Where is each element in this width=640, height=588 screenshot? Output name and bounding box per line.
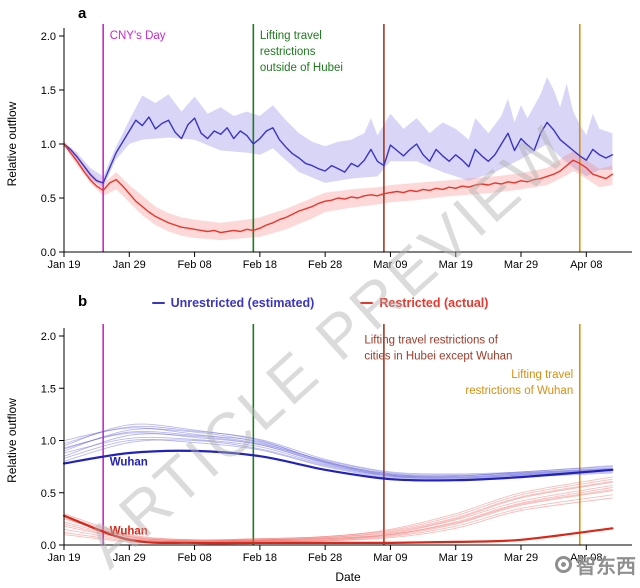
- series-line-Unrestricted (estimated): [63, 116, 614, 184]
- logo-ring-icon: [555, 556, 572, 573]
- y-axis-title: Relative outflow: [5, 101, 19, 186]
- panel-a-chart: 0.0 0.5 1.0 1.5 2.0 Jan 19 Jan 29 Feb 08 Feb 18 F…: [5, 5, 632, 271]
- data-series: [63, 116, 614, 234]
- zhidx-logo: 智东西: [555, 550, 636, 579]
- x-tick-label: Feb 08: [177, 259, 211, 271]
- series-line-city-restricted-5: [63, 478, 613, 541]
- chart-annotation: Lifting travel: [260, 30, 322, 42]
- chart-annotation: CNY's Day: [110, 30, 166, 42]
- legend-item-restricted: Restricted (actual): [360, 296, 488, 310]
- series-line-city-unrestricted-8: [63, 425, 613, 475]
- chart-annotation: outside of Hubei: [260, 62, 343, 74]
- y-tick-label: 0.0: [41, 247, 56, 259]
- legend-dash-restricted-icon: [360, 301, 374, 305]
- x-tick-label: Mar 19: [439, 259, 473, 271]
- band-Unrestricted (estimated): [64, 77, 613, 188]
- axes: 0.0 0.5 1.0 1.5 2.0 Jan 19 Jan 29 Feb 08 Feb 18 F…: [5, 5, 632, 271]
- series-line-city-restricted-3: [63, 487, 613, 543]
- series-line-city-unrestricted-1: [63, 423, 613, 477]
- y-tick-label: 2.0: [41, 31, 56, 43]
- series-line-city-restricted-6: [63, 484, 613, 542]
- data-series: [62, 423, 614, 545]
- x-tick-label: Feb 08: [177, 552, 211, 564]
- legend-label-unrestricted: Unrestricted (estimated): [170, 296, 315, 310]
- x-tick-label: Feb 18: [243, 552, 277, 564]
- series-line-city-restricted-2: [63, 481, 613, 542]
- chart-legend: Unrestricted (estimated) Restricted (act…: [0, 296, 640, 310]
- x-tick-label: Mar 19: [439, 552, 473, 564]
- chart-annotation: Lifting travel: [511, 369, 573, 381]
- x-tick-label: Feb 28: [308, 259, 342, 271]
- legend-item-unrestricted: Unrestricted (estimated): [151, 296, 315, 310]
- event-vlines: [102, 324, 581, 545]
- series-line-city-restricted-1: [63, 476, 613, 541]
- x-tick-label: Mar 29: [504, 552, 538, 564]
- annotations: Lifting travel restrictions of cities in …: [110, 334, 574, 537]
- y-tick-label: 1.0: [41, 139, 56, 151]
- series-line-Wuhan (restricted): [62, 514, 614, 545]
- series-line-city-restricted-9: [63, 480, 613, 542]
- series-line-city-unrestricted-10: [63, 432, 613, 478]
- y-tick-label: 0.5: [41, 193, 56, 205]
- annotations: CNY's Day Lifting travel restrictions outsi…: [110, 30, 343, 74]
- x-tick-label: Apr 08: [570, 259, 602, 271]
- logo-text: 智东西: [576, 556, 636, 578]
- event-vlines: [102, 24, 581, 252]
- band-Restricted (actual): [64, 141, 613, 241]
- series-line-city-unrestricted-6: [63, 430, 613, 477]
- series-line-city-unrestricted-2: [63, 428, 613, 478]
- y-axis-title: Relative outflow: [5, 398, 19, 483]
- x-tick-label: Jan 29: [113, 259, 146, 271]
- series-line-city-unrestricted-5: [63, 439, 613, 480]
- x-tick-label: Apr 08: [570, 552, 602, 564]
- panel-b-chart: 0.0 0.5 1.0 1.5 2.0 Jan 19 Jan 29 Feb 08 Feb 18 F…: [5, 293, 632, 584]
- y-tick-label: 0.0: [41, 540, 56, 552]
- x-axis-title: Date: [335, 570, 361, 584]
- x-tick-label: Jan 19: [47, 259, 80, 271]
- panel-letter: a: [78, 5, 87, 22]
- panel-letter: b: [78, 293, 87, 310]
- chart-annotation: restrictions of Wuhan: [465, 385, 573, 397]
- series-line-city-unrestricted-4: [63, 427, 613, 476]
- x-tick-label: Feb 18: [243, 259, 277, 271]
- x-tick-label: Jan 29: [113, 552, 146, 564]
- confidence-bands: [64, 77, 613, 241]
- series-line-Wuhan (unrestricted): [62, 449, 614, 482]
- chart-annotation: restrictions: [260, 46, 316, 58]
- chart-annotation: Lifting travel restrictions of: [364, 334, 498, 346]
- legend-dash-unrestricted-icon: [151, 301, 165, 305]
- chart-annotation: Wuhan: [110, 457, 148, 469]
- axes: 0.0 0.5 1.0 1.5 2.0 Jan 19 Jan 29 Feb 08 Feb 18 F…: [5, 293, 632, 584]
- series-line-city-unrestricted-7: [63, 436, 613, 479]
- y-tick-label: 0.5: [41, 488, 56, 500]
- x-tick-label: Feb 28: [308, 552, 342, 564]
- chart-annotation: cities in Hubei except Wuhan: [364, 350, 512, 362]
- x-tick-label: Mar 09: [373, 552, 407, 564]
- x-tick-label: Mar 29: [504, 259, 538, 271]
- x-tick-label: Mar 09: [373, 259, 407, 271]
- y-tick-label: 1.0: [41, 436, 56, 448]
- y-tick-label: 2.0: [41, 331, 56, 343]
- series-line-Restricted (actual): [63, 143, 614, 234]
- y-tick-label: 1.5: [41, 383, 56, 395]
- chart-annotation: Wuhan: [110, 526, 148, 538]
- x-tick-label: Jan 19: [47, 552, 80, 564]
- series-line-city-restricted-7: [63, 489, 613, 543]
- series-line-city-unrestricted-3: [63, 433, 613, 479]
- y-tick-label: 1.5: [41, 85, 56, 97]
- legend-label-restricted: Restricted (actual): [379, 296, 489, 310]
